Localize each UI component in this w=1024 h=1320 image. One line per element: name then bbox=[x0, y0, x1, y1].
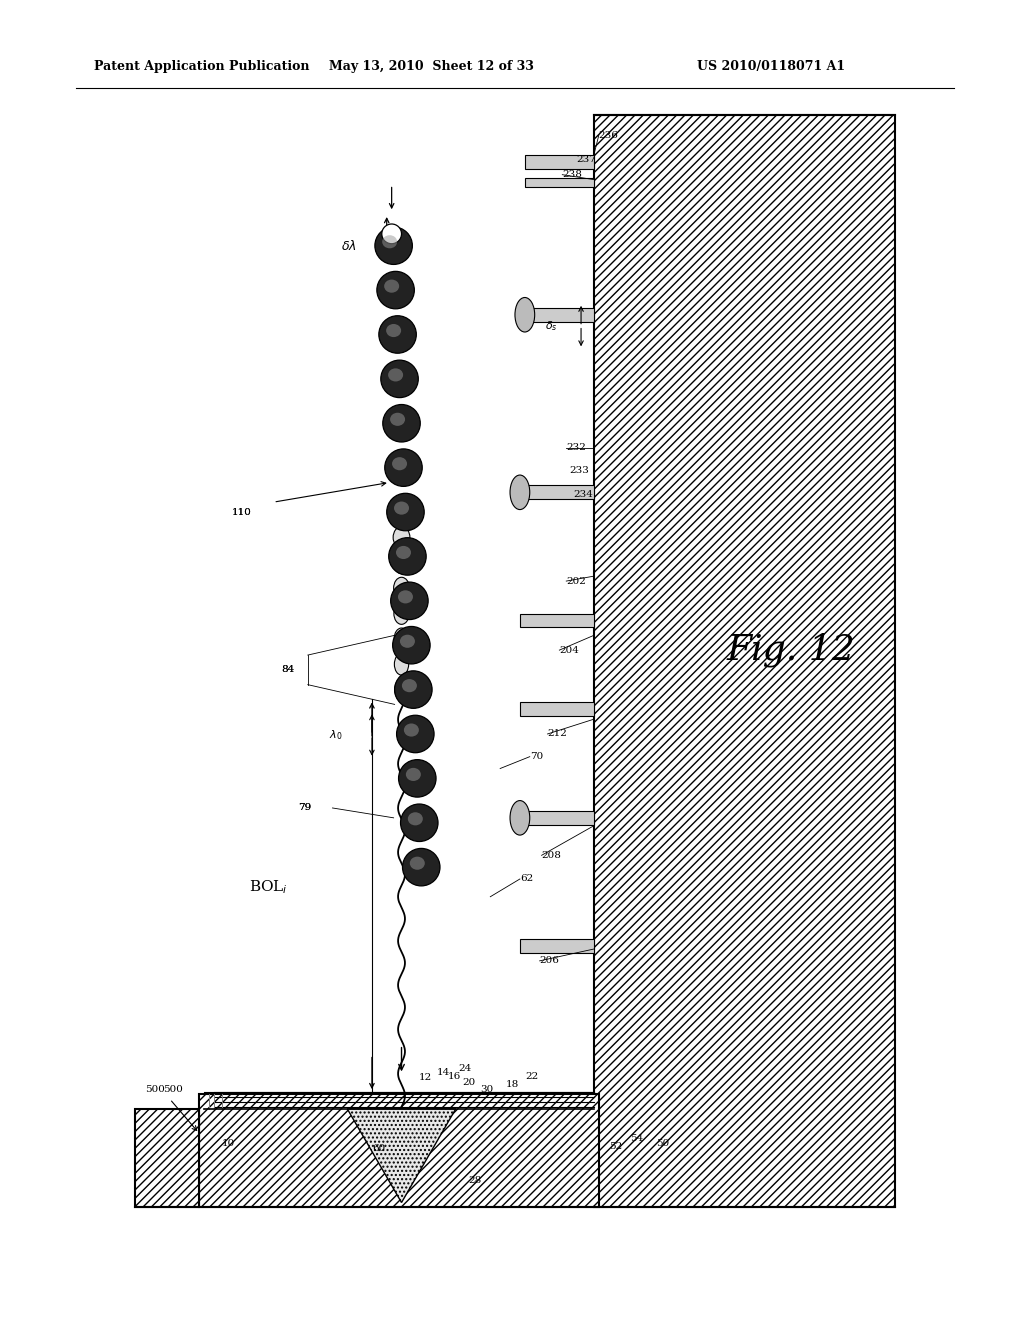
Text: May 13, 2010  Sheet 12 of 33: May 13, 2010 Sheet 12 of 33 bbox=[329, 59, 534, 73]
Ellipse shape bbox=[393, 527, 410, 548]
Ellipse shape bbox=[398, 590, 413, 603]
Text: 237: 237 bbox=[577, 156, 596, 165]
Ellipse shape bbox=[510, 800, 529, 836]
Ellipse shape bbox=[394, 671, 432, 709]
Text: 70: 70 bbox=[529, 752, 543, 762]
Ellipse shape bbox=[393, 577, 410, 599]
Ellipse shape bbox=[400, 635, 415, 648]
Ellipse shape bbox=[385, 449, 422, 486]
Ellipse shape bbox=[382, 235, 397, 248]
Text: 50: 50 bbox=[656, 1139, 670, 1148]
Text: $\delta\lambda$: $\delta\lambda$ bbox=[341, 239, 357, 252]
Ellipse shape bbox=[394, 653, 409, 675]
Ellipse shape bbox=[515, 297, 535, 333]
Text: 18: 18 bbox=[506, 1080, 519, 1089]
Ellipse shape bbox=[401, 678, 417, 692]
Text: 110: 110 bbox=[231, 507, 252, 516]
Text: 202: 202 bbox=[566, 577, 586, 586]
Text: US 2010/0118071 A1: US 2010/0118071 A1 bbox=[697, 59, 846, 73]
Ellipse shape bbox=[375, 227, 413, 264]
Text: $\delta_s$: $\delta_s$ bbox=[545, 319, 557, 334]
Ellipse shape bbox=[393, 502, 411, 523]
Bar bbox=[520, 486, 594, 499]
Ellipse shape bbox=[377, 272, 415, 309]
Ellipse shape bbox=[391, 582, 428, 619]
Ellipse shape bbox=[387, 494, 424, 531]
Ellipse shape bbox=[410, 857, 425, 870]
Text: 16: 16 bbox=[447, 1072, 461, 1081]
Ellipse shape bbox=[392, 627, 430, 664]
Text: 20: 20 bbox=[463, 1077, 476, 1086]
Bar bbox=[525, 308, 594, 322]
Text: 84: 84 bbox=[282, 665, 295, 675]
Text: BOL$_i$: BOL$_i$ bbox=[249, 878, 288, 896]
Ellipse shape bbox=[394, 502, 409, 515]
Ellipse shape bbox=[402, 849, 440, 886]
Bar bbox=[135, 1109, 200, 1208]
Ellipse shape bbox=[382, 224, 401, 244]
Ellipse shape bbox=[406, 768, 421, 781]
Bar bbox=[594, 115, 895, 1208]
Ellipse shape bbox=[390, 413, 406, 426]
Bar bbox=[200, 1094, 599, 1208]
Text: 238: 238 bbox=[562, 170, 583, 180]
Text: 54: 54 bbox=[631, 1134, 644, 1143]
Text: 60: 60 bbox=[372, 1144, 385, 1152]
Text: 500: 500 bbox=[163, 1085, 182, 1093]
Ellipse shape bbox=[394, 603, 410, 624]
Text: 79: 79 bbox=[298, 804, 311, 813]
Ellipse shape bbox=[398, 759, 436, 797]
Text: 84: 84 bbox=[282, 665, 295, 675]
Ellipse shape bbox=[392, 457, 408, 470]
Ellipse shape bbox=[408, 812, 423, 825]
Ellipse shape bbox=[394, 678, 409, 701]
Text: 22: 22 bbox=[525, 1072, 538, 1081]
Text: 52: 52 bbox=[608, 1142, 622, 1151]
Text: 206: 206 bbox=[540, 957, 559, 965]
Text: 24: 24 bbox=[459, 1064, 472, 1073]
Text: 233: 233 bbox=[569, 466, 589, 475]
Ellipse shape bbox=[379, 315, 417, 354]
Ellipse shape bbox=[400, 804, 438, 842]
Text: 234: 234 bbox=[573, 490, 593, 499]
Bar bbox=[520, 702, 594, 717]
Text: 10: 10 bbox=[222, 1139, 236, 1148]
Text: 79: 79 bbox=[298, 804, 311, 813]
Text: 232: 232 bbox=[566, 444, 586, 453]
Ellipse shape bbox=[394, 628, 409, 649]
Bar bbox=[520, 810, 594, 825]
Bar bbox=[520, 939, 594, 953]
Bar bbox=[520, 614, 594, 627]
Ellipse shape bbox=[393, 552, 410, 574]
Text: 236: 236 bbox=[599, 131, 618, 140]
Ellipse shape bbox=[383, 404, 420, 442]
Text: 208: 208 bbox=[542, 851, 561, 859]
Text: 500: 500 bbox=[145, 1085, 165, 1093]
Ellipse shape bbox=[510, 475, 529, 510]
Text: $\lambda_0$: $\lambda_0$ bbox=[329, 729, 342, 742]
Text: 62: 62 bbox=[520, 874, 534, 883]
Text: 30: 30 bbox=[480, 1085, 494, 1093]
Text: 204: 204 bbox=[559, 645, 580, 655]
Text: 28: 28 bbox=[469, 1176, 482, 1185]
Text: 212: 212 bbox=[548, 730, 567, 738]
Bar bbox=[525, 178, 594, 187]
Ellipse shape bbox=[381, 360, 418, 397]
Text: 14: 14 bbox=[437, 1068, 451, 1077]
Ellipse shape bbox=[384, 280, 399, 293]
Bar bbox=[525, 154, 594, 169]
Text: 12: 12 bbox=[419, 1073, 432, 1082]
Polygon shape bbox=[347, 1109, 456, 1203]
Ellipse shape bbox=[403, 723, 419, 737]
Text: 110: 110 bbox=[231, 507, 252, 516]
Text: Fig. 12: Fig. 12 bbox=[727, 632, 856, 668]
Ellipse shape bbox=[396, 715, 434, 752]
Ellipse shape bbox=[396, 546, 411, 560]
Ellipse shape bbox=[388, 368, 403, 381]
Ellipse shape bbox=[386, 323, 401, 337]
Ellipse shape bbox=[389, 537, 426, 576]
Text: Patent Application Publication: Patent Application Publication bbox=[94, 59, 309, 73]
